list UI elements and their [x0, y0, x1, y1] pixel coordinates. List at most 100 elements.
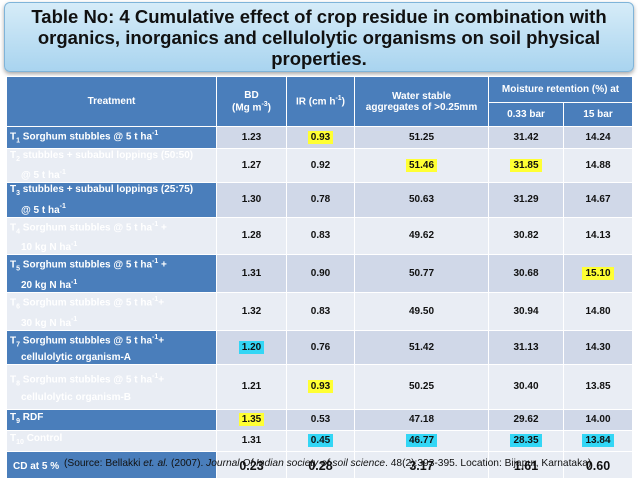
value-m033: 30.94: [513, 305, 539, 317]
value-m033: 30.68: [513, 268, 539, 280]
cd-value-wsa: 3.17: [354, 450, 489, 478]
treatment-line1-tail: +: [158, 259, 167, 271]
treatment-letter: T: [10, 412, 17, 424]
value-cell-wsa: 50.25: [354, 363, 489, 410]
value-cell-bd: 1.28: [216, 216, 287, 256]
treatment-letter: T: [10, 259, 17, 271]
value-wsa: 51.46: [405, 159, 438, 173]
slide-title-box: Table No: 4 Cumulative effect of crop re…: [4, 2, 634, 72]
table-row: T4 Sorghum stubbles @ 5 t ha-1 +10 kg N …: [6, 216, 634, 256]
treatment-line2: cellulolytic organism-B: [21, 391, 132, 403]
value-m033: 31.42: [513, 132, 539, 143]
treatment-cell: T9 RDF: [6, 408, 217, 431]
value-cell-m15: 14.88: [562, 147, 634, 184]
value-bd: 1.21: [241, 381, 262, 393]
treatment-sup2: -1: [59, 169, 66, 176]
value-m15: 13.84: [582, 434, 614, 448]
value-ir: 0.90: [310, 268, 331, 280]
treatment-line1: Sorghum stubbles @ 5 t ha: [22, 221, 153, 233]
treatment-line1-tail: +: [158, 221, 167, 233]
value-cell-ir: 0.78: [286, 182, 355, 218]
treatment-line1: Sorghum stubbles @ 5 t ha: [22, 334, 153, 346]
soil-properties-table: Treatment BD (Mg m-3) IR (cm h-1) Water …: [6, 76, 634, 478]
source-prefix: (Source: Bellakki: [64, 458, 144, 469]
treatment-cell: T4 Sorghum stubbles @ 5 t ha-1 +10 kg N …: [6, 216, 217, 256]
cd-label: CD at 5 %: [6, 450, 217, 478]
treatment-cell: T2 stubbles + subabul loppings (50:50) @ …: [6, 147, 217, 184]
value-cell-bd: 1.32: [216, 291, 287, 331]
slide-title: Table No: 4 Cumulative effect of crop re…: [31, 5, 607, 69]
header-ir-sup: -1: [335, 95, 342, 103]
value-m15: 13.85: [585, 381, 611, 393]
header-bd-line2: (Mg m: [231, 102, 262, 114]
treatment-number: 3: [16, 190, 21, 198]
source-etal: et. al.: [143, 458, 169, 469]
table-row: T7 Sorghum stubbles @ 5 t ha-1+ celluloly…: [6, 329, 634, 365]
table-row: T9 RDF 1.35 0.53 47.18 29.62 14.00: [6, 408, 634, 431]
treatment-sup1: -1: [152, 333, 159, 341]
value-bd: 1.35: [238, 413, 265, 427]
value-wsa: 50.63: [408, 194, 435, 206]
value-cell-ir: 0.76: [286, 329, 355, 365]
treatment-sup2: -1: [59, 203, 66, 211]
value-ir: 0.83: [310, 305, 331, 317]
value-cell-m15: 13.84: [562, 429, 634, 452]
value-m15: 14.88: [585, 160, 611, 172]
header-033-bar: 0.33 bar: [488, 102, 564, 127]
value-wsa: 49.62: [408, 230, 435, 242]
value-cell-wsa: 51.25: [354, 126, 489, 149]
treatment-line2: 20 kg N ha: [21, 279, 72, 291]
source-mid: (2007).: [168, 458, 207, 469]
header-wsa: Water stable aggregates of >0.25mm: [354, 76, 489, 127]
value-ir: 0.76: [310, 341, 331, 353]
value-wsa: 49.50: [408, 305, 435, 317]
treatment-line2: 30 kg N ha: [21, 317, 72, 329]
cd-value-m15: 0.60: [562, 450, 634, 478]
header-treatment: Treatment: [6, 76, 217, 127]
value-bd: 1.27: [241, 160, 262, 172]
value-ir: 0.53: [310, 414, 331, 426]
treatment-number: 10: [16, 439, 24, 447]
treatment-number: 6: [16, 303, 21, 311]
treatment-line1: stubbles + subabul loppings (25:75): [22, 184, 194, 196]
value-m15: 14.30: [585, 341, 611, 353]
treatment-letter: T: [10, 433, 17, 445]
value-cell-wsa: 50.63: [354, 182, 489, 218]
treatment-number: 1: [16, 137, 21, 145]
value-m15: 14.00: [585, 414, 611, 426]
treatment-letter: T: [10, 374, 17, 386]
table-row: T10 Control 1.31 0.45 46.77 28.35 13.84: [6, 429, 634, 452]
value-ir: 0.45: [307, 434, 334, 448]
source-citation: (Source: Bellakki et. al. (2007). Journa…: [64, 458, 634, 469]
source-journal: Journal Of Indian society of soil scienc…: [206, 458, 386, 469]
treatment-sup1: -1: [152, 258, 159, 266]
table-row: T2 stubbles + subabul loppings (50:50) @ …: [6, 147, 634, 184]
value-cell-bd: 1.30: [216, 182, 287, 218]
value-ir: 0.93: [307, 131, 334, 144]
treatment-line1-tail: +: [158, 297, 165, 309]
header-bd-line1: BD: [244, 89, 259, 101]
treatment-letter: T: [10, 131, 17, 143]
treatment-cell: T1 Sorghum stubbles @ 5 t ha-1: [6, 126, 217, 149]
header-15-bar: 15 bar: [562, 102, 634, 127]
value-cell-ir: 0.83: [286, 291, 355, 331]
value-wsa: 47.18: [408, 414, 435, 426]
treatment-letter: T: [10, 297, 17, 309]
value-cell-m033: 30.68: [488, 254, 564, 293]
table-row: T8 Sorghum stubbles @ 5 t ha-1+ celluloly…: [6, 363, 634, 410]
treatment-line1: Sorghum stubbles @ 5 t ha: [22, 297, 153, 309]
value-cell-m15: 14.13: [562, 216, 634, 256]
value-cell-ir: 0.90: [286, 254, 355, 293]
value-cell-m033: 31.85: [488, 147, 564, 184]
value-ir: 0.92: [310, 160, 331, 172]
value-cell-bd: 1.31: [216, 254, 287, 293]
value-m15: 14.80: [585, 305, 611, 317]
value-cell-ir: 0.93: [286, 126, 355, 149]
value-cell-m15: 14.30: [562, 329, 634, 365]
cd-value-m033: 1.61: [488, 450, 564, 478]
cd-row: CD at 5 % 0.23 0.28 3.17 1.61 0.60: [6, 450, 634, 478]
value-cell-m033: 31.42: [488, 126, 564, 149]
value-cell-wsa: 51.46: [354, 147, 489, 184]
header-ir-text: IR (cm h: [295, 96, 336, 108]
treatment-cell: T3 stubbles + subabul loppings (25:75) @ …: [6, 182, 217, 218]
